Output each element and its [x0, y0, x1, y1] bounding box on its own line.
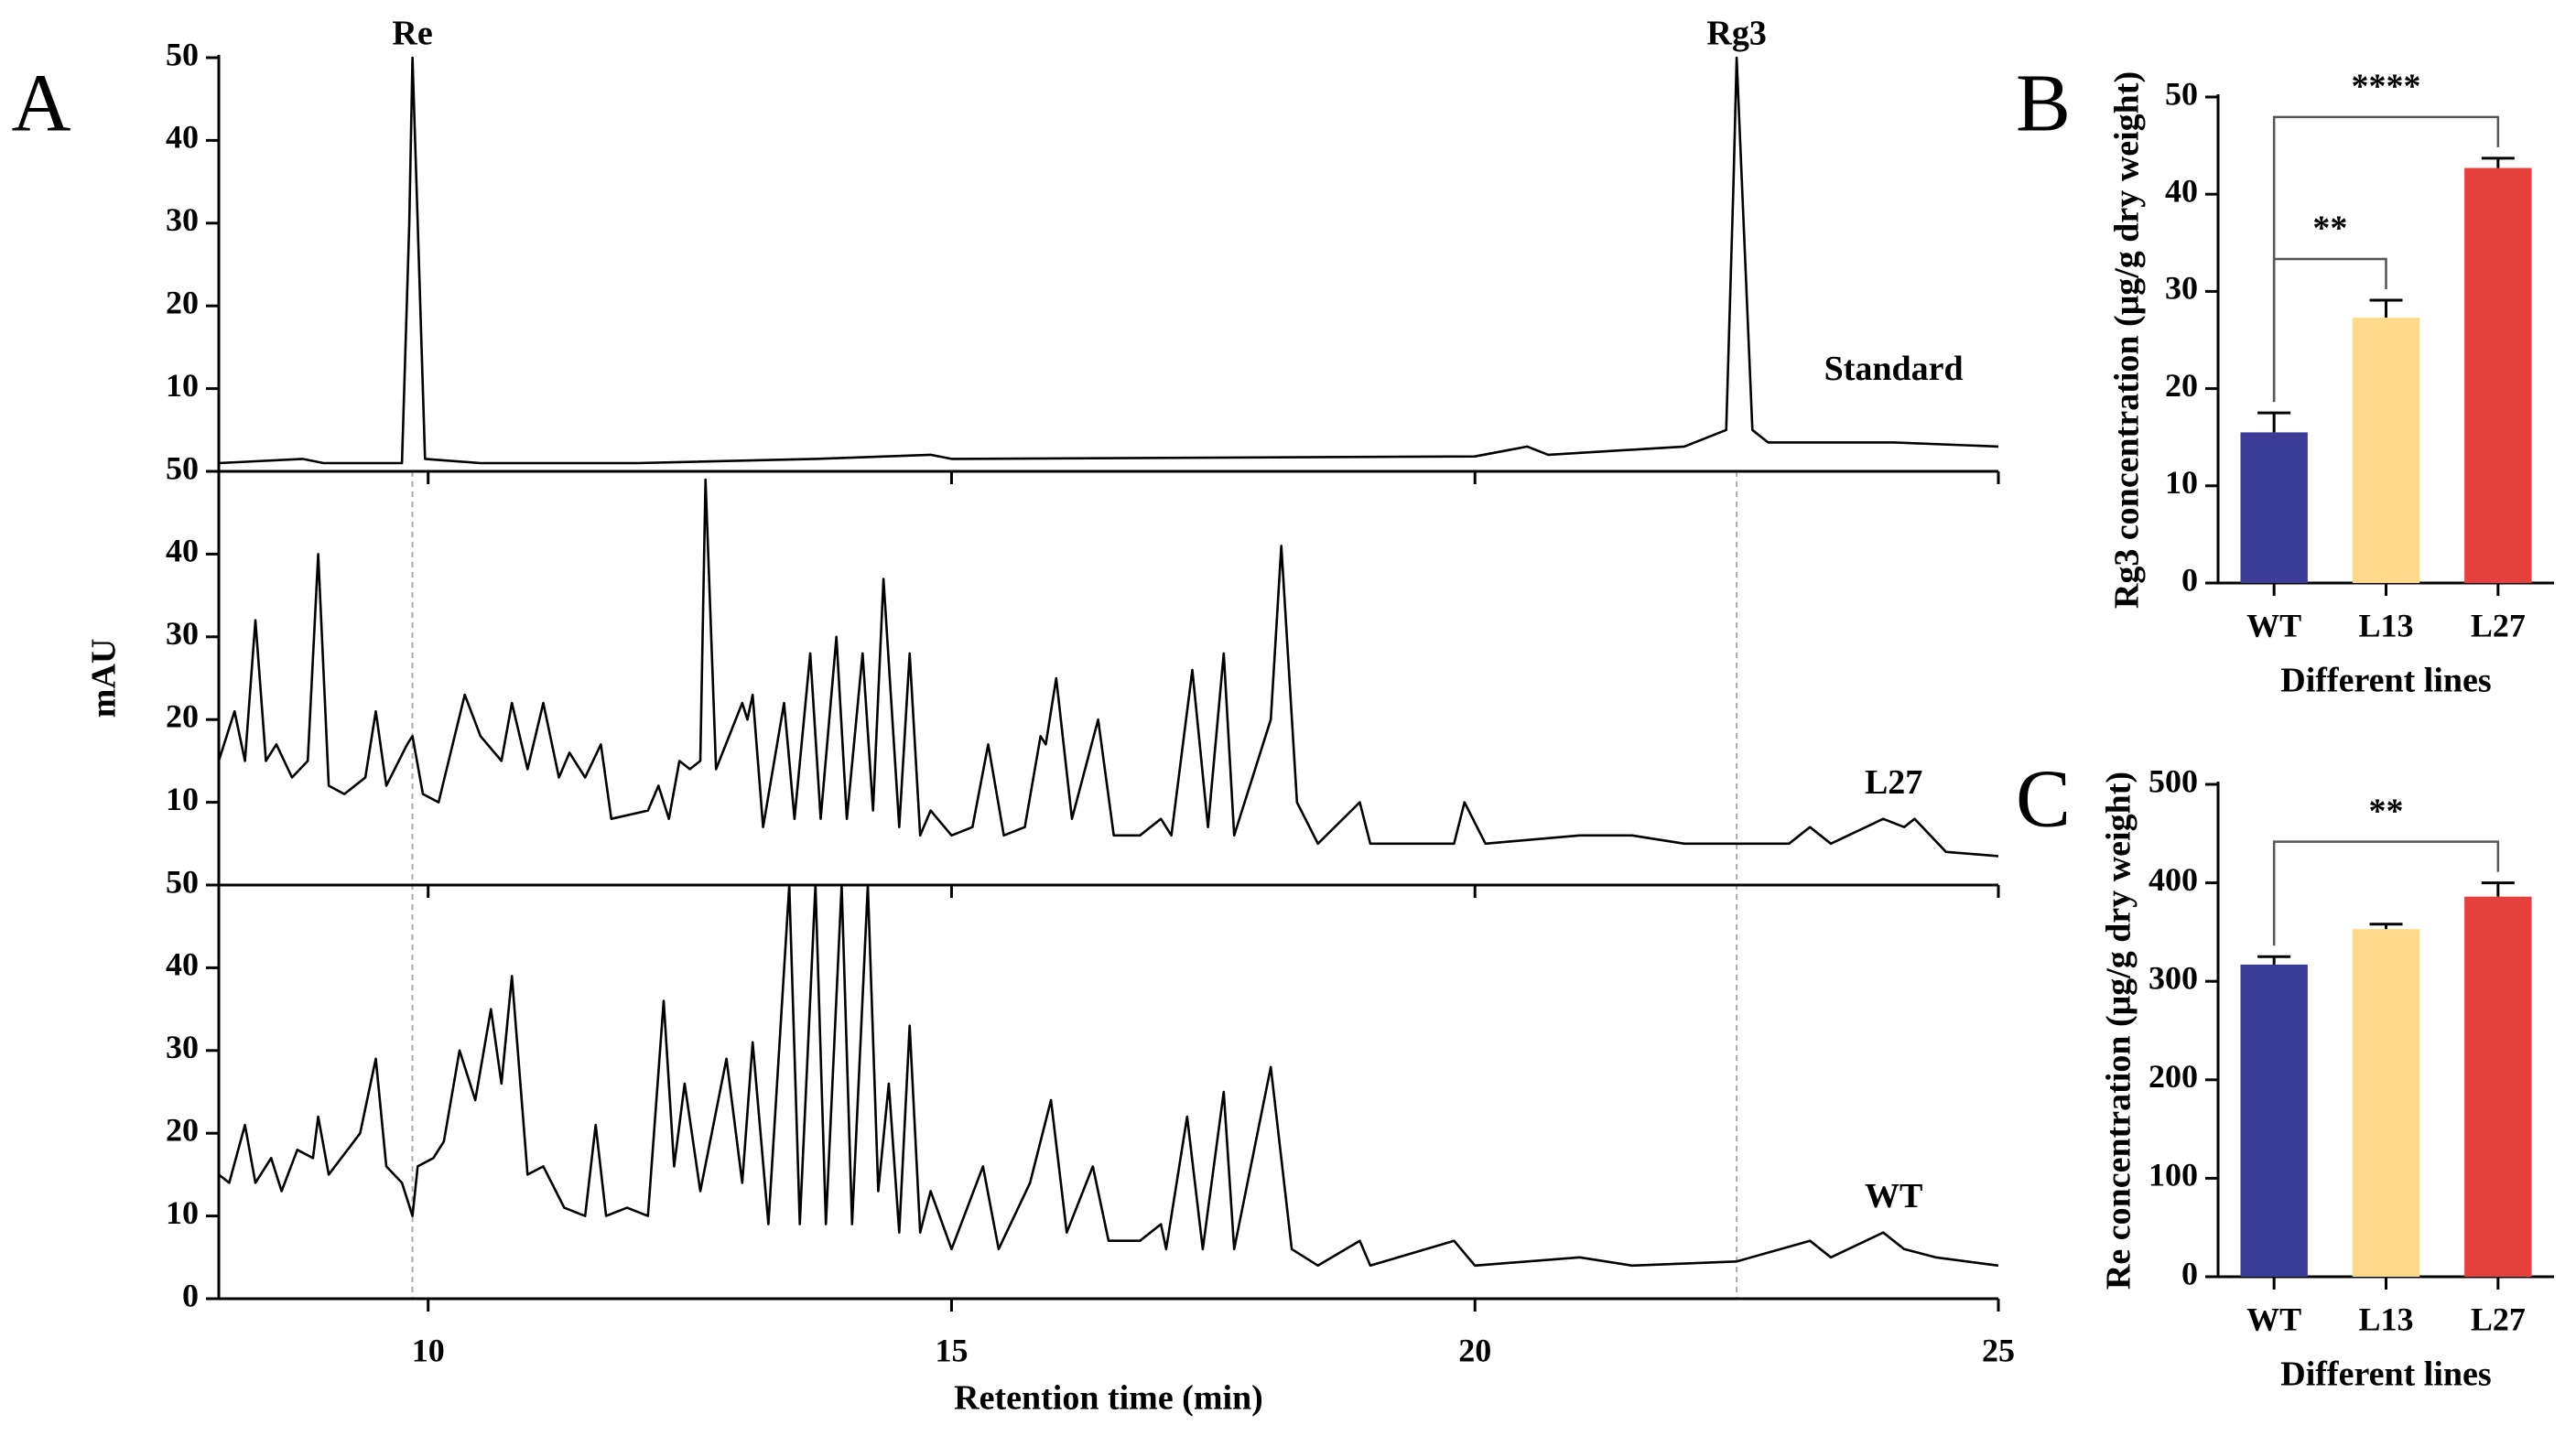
x-axis-label: Different lines	[2280, 1355, 2491, 1394]
panel-label: C	[2016, 754, 2071, 845]
x-tick-label: 10	[412, 1332, 445, 1368]
trace	[217, 478, 1999, 858]
y-tick-label: 20	[2165, 367, 2198, 404]
y-tick-label: 40	[166, 533, 199, 569]
significance-bracket	[2272, 840, 2500, 946]
y-tick-label: 100	[2148, 1157, 2198, 1193]
y-tick-label: 30	[2165, 270, 2198, 307]
y-tick-label: 20	[166, 1111, 199, 1148]
y-tick-label: 500	[2148, 762, 2198, 799]
bar	[2240, 964, 2308, 1277]
y-tick-label: 40	[166, 946, 199, 983]
y-tick-label: 50	[166, 863, 199, 900]
peak-label: Rg3	[1706, 15, 1766, 53]
y-tick-label: 30	[166, 201, 199, 238]
trace-label: Standard	[1824, 350, 1964, 388]
y-tick-label: 20	[166, 697, 199, 734]
y-tick-label: 200	[2148, 1058, 2198, 1095]
y-tick-label: 0	[2181, 1255, 2198, 1291]
panel-label: B	[2016, 59, 2071, 149]
y-axis-label: mAU	[85, 639, 124, 718]
y-tick-label: 50	[166, 36, 199, 72]
y-tick-label: 0	[182, 1277, 199, 1313]
x-tick-label: 25	[1982, 1332, 2015, 1368]
x-tick-label: L13	[2358, 607, 2413, 643]
trace-label: WT	[1865, 1177, 1922, 1215]
y-tick-label: 30	[166, 615, 199, 652]
x-tick-label: WT	[2246, 1301, 2301, 1337]
trace	[218, 883, 1999, 1268]
x-tick-label: WT	[2246, 607, 2301, 643]
panel-label: A	[12, 59, 71, 149]
x-tick-label: L27	[2471, 1301, 2526, 1337]
y-axis-label: Rg3 concentration (μg/g dry weight)	[2108, 71, 2147, 609]
bar	[2464, 167, 2532, 583]
y-tick-label: 40	[166, 119, 199, 156]
x-axis-label: Different lines	[2280, 662, 2491, 700]
x-tick-label: L27	[2471, 607, 2526, 643]
y-tick-label: 10	[166, 1194, 199, 1231]
trace-label: L27	[1865, 763, 1922, 802]
y-tick-label: 50	[2165, 75, 2198, 112]
y-tick-label: 40	[2165, 172, 2198, 209]
bar	[2352, 318, 2420, 583]
bar	[2352, 929, 2420, 1277]
y-tick-label: 50	[166, 449, 199, 486]
y-tick-label: 10	[166, 781, 199, 817]
trace	[218, 56, 1999, 465]
peak-label: Re	[392, 15, 432, 53]
x-tick-label: L13	[2358, 1301, 2413, 1337]
bar	[2240, 432, 2308, 583]
y-tick-label: 400	[2148, 861, 2198, 898]
significance-label: **	[2369, 792, 2404, 830]
x-axis-label: Retention time (min)	[954, 1379, 1263, 1418]
y-tick-label: 10	[2165, 464, 2198, 501]
y-axis-label: Re concentration (μg/g dry weight)	[2100, 772, 2138, 1290]
y-tick-label: 0	[2181, 561, 2198, 598]
bar	[2464, 896, 2532, 1277]
significance-bracket	[2272, 115, 2500, 403]
y-tick-label: 300	[2148, 959, 2198, 996]
y-tick-label: 30	[166, 1029, 199, 1065]
y-tick-label: 20	[166, 284, 199, 320]
significance-label: ****	[2352, 68, 2421, 106]
x-tick-label: 15	[935, 1332, 968, 1368]
x-tick-label: 20	[1458, 1332, 1491, 1368]
y-tick-label: 10	[166, 367, 199, 404]
significance-label: **	[2312, 210, 2347, 248]
